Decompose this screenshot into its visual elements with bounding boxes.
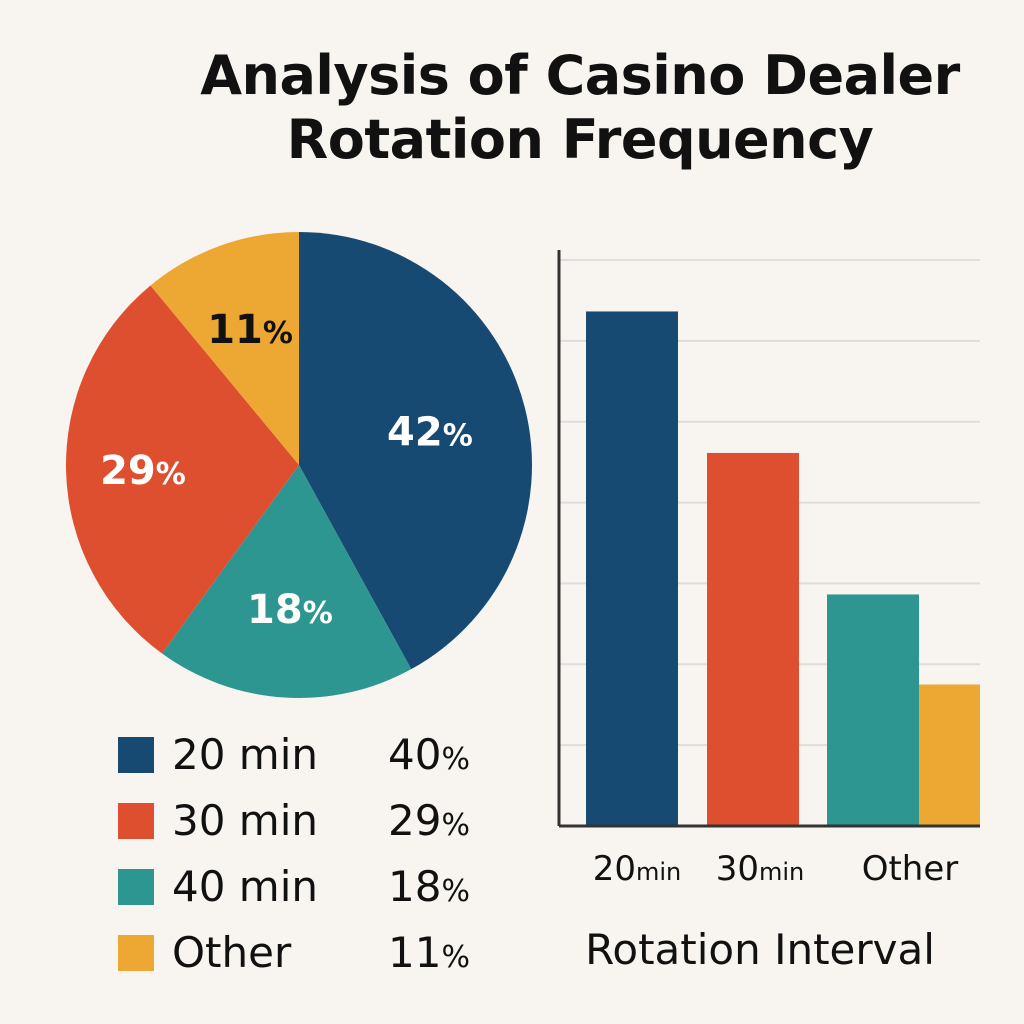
legend-label: 30 min	[172, 796, 318, 845]
bar	[586, 311, 678, 826]
bar	[827, 594, 919, 826]
legend: 20 min 40% 30 min 29% 40 min 18% Other 1…	[118, 725, 518, 989]
legend-label: 40 min	[172, 862, 318, 911]
chart-title: Analysis of Casino Dealer Rotation Frequ…	[150, 44, 1010, 172]
pie-slice-label: 42%	[387, 409, 473, 455]
legend-swatch	[118, 803, 154, 839]
legend-value: 11%	[388, 928, 470, 977]
pie-slice-label: 29%	[100, 448, 186, 494]
pie-slice	[162, 465, 412, 698]
legend-value: 40%	[388, 730, 470, 779]
bar	[707, 452, 799, 826]
chart-title-line-1: Analysis of Casino Dealer	[200, 44, 960, 107]
x-tick-label: Other	[862, 849, 959, 889]
pie-slice-label: 18%	[247, 587, 333, 633]
legend-value: 18%	[388, 862, 470, 911]
pie-slice-label: 11%	[207, 307, 293, 353]
x-tick-label: 30min	[716, 849, 805, 889]
legend-swatch	[118, 935, 154, 971]
legend-swatch	[118, 737, 154, 773]
legend-item: 40 min 18%	[118, 857, 518, 923]
legend-item: 30 min 29%	[118, 791, 518, 857]
legend-label: Other	[172, 928, 292, 977]
pie-slice	[150, 232, 299, 465]
legend-swatch	[118, 869, 154, 905]
bar	[919, 684, 980, 826]
legend-item: Other 11%	[118, 923, 518, 989]
legend-value: 29%	[388, 796, 470, 845]
x-axis-title: Rotation Interval	[585, 925, 935, 974]
pie-slice	[66, 285, 299, 654]
legend-item: 20 min 40%	[118, 725, 518, 791]
legend-label: 20 min	[172, 730, 318, 779]
chart-title-line-2: Rotation Frequency	[286, 108, 874, 171]
pie-chart: 42% 18% 29% 11%	[66, 232, 532, 698]
x-tick-label: 20min	[593, 849, 682, 889]
pie-slice	[299, 232, 532, 670]
